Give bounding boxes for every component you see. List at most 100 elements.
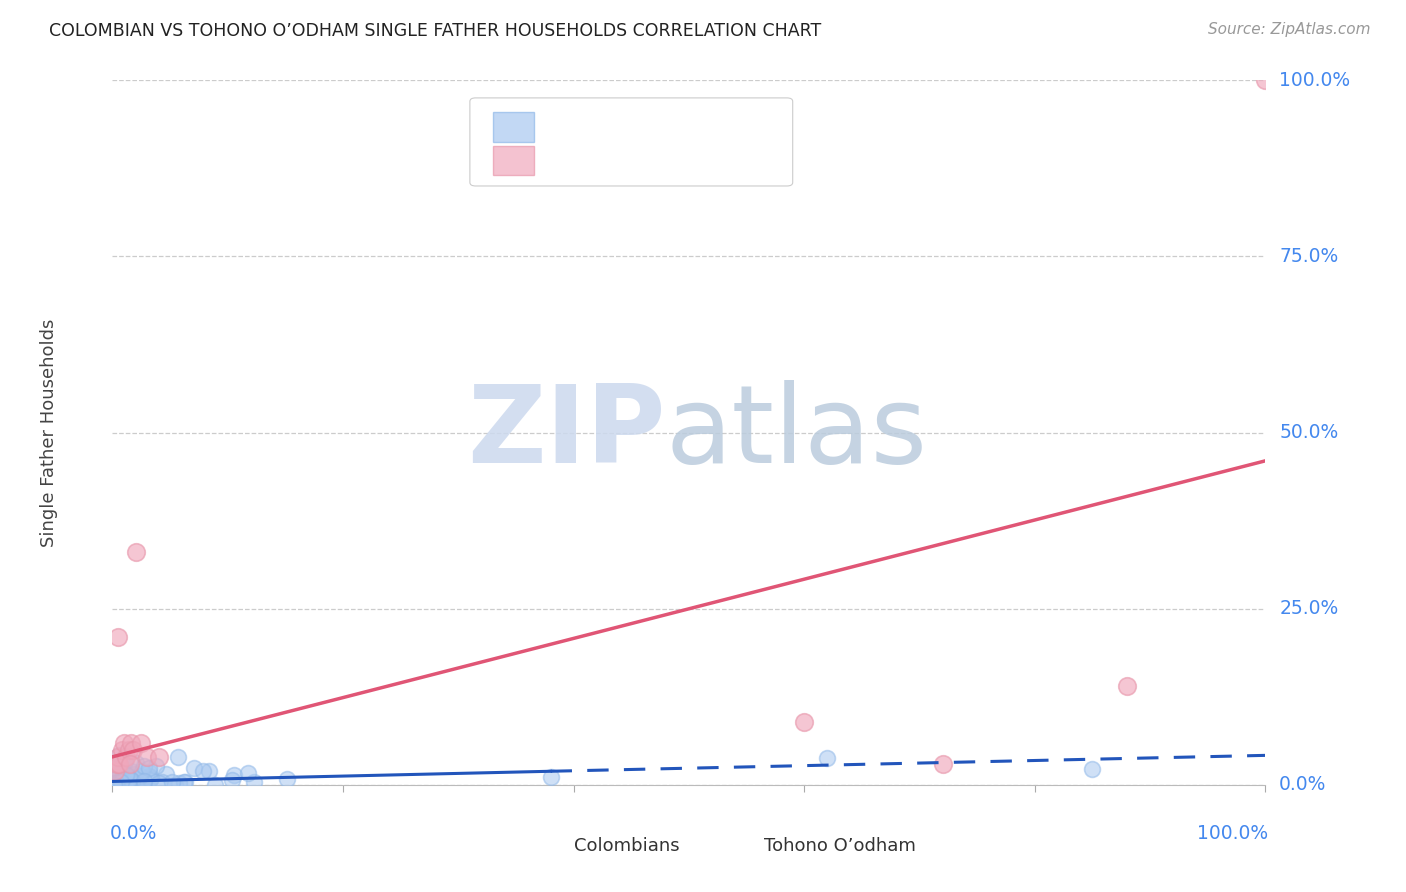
Point <box>103 774 125 789</box>
Point <box>115 765 138 780</box>
Point <box>105 772 128 786</box>
Text: 100.0%: 100.0% <box>1279 70 1350 90</box>
Point <box>107 630 129 644</box>
Point <box>134 759 156 773</box>
Point <box>160 775 183 789</box>
Text: N = 73: N = 73 <box>690 117 763 136</box>
Point <box>815 751 838 765</box>
Point <box>115 772 138 787</box>
Text: COLOMBIAN VS TOHONO O’ODHAM SINGLE FATHER HOUSEHOLDS CORRELATION CHART: COLOMBIAN VS TOHONO O’ODHAM SINGLE FATHE… <box>49 22 821 40</box>
Point <box>124 767 146 781</box>
Point <box>103 776 125 790</box>
Point <box>103 761 125 775</box>
FancyBboxPatch shape <box>724 832 758 861</box>
Point <box>108 774 131 789</box>
Point <box>107 764 129 778</box>
Point <box>117 742 139 756</box>
Point <box>131 764 153 778</box>
Point <box>110 773 132 788</box>
Point <box>1081 763 1104 777</box>
Point <box>138 770 160 784</box>
Text: Tohono O’odham: Tohono O’odham <box>763 838 915 855</box>
Point <box>148 749 170 764</box>
Text: R = 0.544: R = 0.544 <box>555 151 654 170</box>
Point <box>148 776 170 790</box>
Point <box>138 769 160 783</box>
Point <box>103 778 125 792</box>
Point <box>108 757 131 772</box>
FancyBboxPatch shape <box>533 832 568 861</box>
Point <box>105 756 128 771</box>
Text: 25.0%: 25.0% <box>1279 599 1339 618</box>
Point <box>107 747 129 762</box>
Text: atlas: atlas <box>666 380 928 485</box>
FancyBboxPatch shape <box>470 98 793 186</box>
Point <box>150 774 173 789</box>
Point <box>115 777 138 791</box>
Point <box>110 777 132 791</box>
Point <box>163 778 186 792</box>
Point <box>111 742 134 756</box>
Point <box>108 756 131 771</box>
Point <box>931 756 953 771</box>
Point <box>155 767 177 781</box>
Point <box>129 769 152 783</box>
Point <box>129 736 153 750</box>
Text: Source: ZipAtlas.com: Source: ZipAtlas.com <box>1208 22 1371 37</box>
Point <box>793 714 815 729</box>
Point <box>1116 679 1139 693</box>
Point <box>131 778 153 792</box>
Point <box>139 772 162 786</box>
Point <box>115 749 138 764</box>
Point <box>112 736 135 750</box>
Point <box>222 767 245 781</box>
Point <box>276 772 298 786</box>
Point <box>104 775 127 789</box>
Point <box>238 766 260 780</box>
Point <box>108 777 131 791</box>
Point <box>103 777 125 791</box>
Point <box>115 772 138 787</box>
Text: 0.0%: 0.0% <box>110 823 157 843</box>
Point <box>173 774 195 789</box>
Point <box>122 742 145 756</box>
Point <box>540 770 562 784</box>
Text: 100.0%: 100.0% <box>1197 823 1268 843</box>
Point <box>110 759 132 773</box>
Text: Single Father Households: Single Father Households <box>39 318 58 547</box>
Point <box>173 774 195 789</box>
Text: 75.0%: 75.0% <box>1279 247 1339 266</box>
Point <box>125 773 148 788</box>
Point <box>111 767 134 781</box>
Point <box>204 778 226 792</box>
Point <box>120 764 142 778</box>
Point <box>104 777 127 791</box>
Point <box>1254 73 1277 87</box>
Text: Colombians: Colombians <box>574 838 679 855</box>
Point <box>110 774 132 789</box>
Point <box>107 765 129 780</box>
Text: 50.0%: 50.0% <box>1279 423 1339 442</box>
Point <box>167 750 190 764</box>
Point <box>139 771 162 785</box>
Point <box>105 775 128 789</box>
Point <box>167 776 190 790</box>
Point <box>114 767 136 781</box>
FancyBboxPatch shape <box>494 145 534 176</box>
Point <box>117 772 139 786</box>
Point <box>114 776 136 790</box>
Point <box>118 756 141 771</box>
Point <box>120 772 142 786</box>
Text: R = 0.235: R = 0.235 <box>555 117 654 136</box>
Point <box>114 754 136 768</box>
Point <box>138 765 160 780</box>
Point <box>120 772 142 786</box>
Point <box>104 775 127 789</box>
FancyBboxPatch shape <box>494 112 534 142</box>
Point <box>107 749 129 764</box>
Point <box>138 761 160 775</box>
Point <box>193 764 215 778</box>
Point <box>243 774 266 789</box>
Point <box>120 736 142 750</box>
Point <box>198 764 221 779</box>
